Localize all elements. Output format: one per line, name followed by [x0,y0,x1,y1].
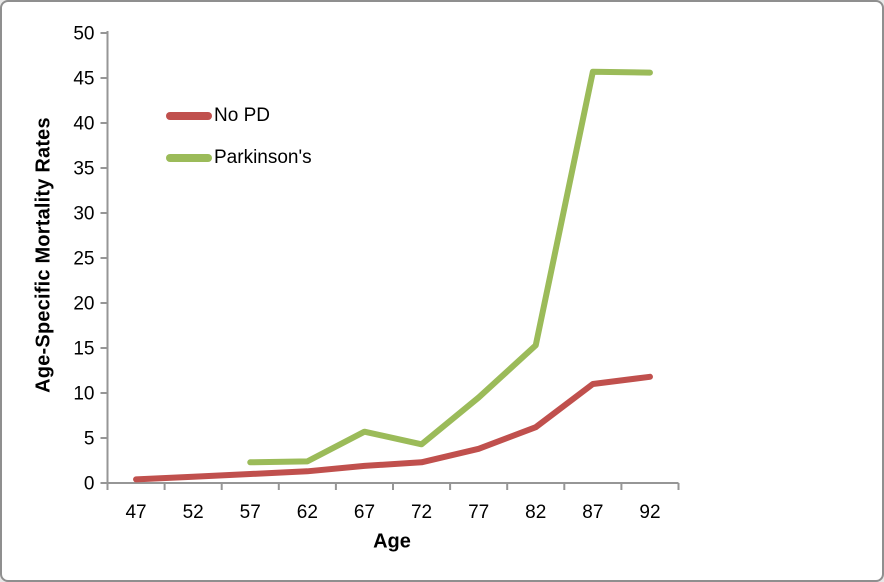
x-axis-title: Age [373,530,411,553]
series-line-parkinson-s [247,68,653,466]
x-tick-label: 52 [183,502,204,523]
y-tick-label: 5 [84,429,95,450]
legend: No PD Parkinson's [166,95,312,179]
x-tick-label: 77 [468,502,489,523]
legend-item-no-pd: No PD [166,95,312,137]
y-tick-label: 25 [73,249,94,270]
y-tick-label: 40 [73,114,94,135]
series-line-no-pd [133,373,653,483]
x-tick-label: 47 [125,502,146,523]
x-tick-label: 87 [582,502,603,523]
y-tick-label: 10 [73,384,94,405]
legend-swatch-parkinsons [166,154,212,162]
y-tick-label: 35 [73,159,94,180]
y-tick-label: 20 [73,294,94,315]
y-tick-label: 50 [73,24,94,45]
x-tick-label: 62 [297,502,318,523]
y-axis-title: Age-Specific Mortality Rates [32,117,55,393]
y-tick-label: 45 [73,69,94,90]
legend-swatch-no-pd [166,112,212,120]
x-tick-label: 57 [240,502,261,523]
x-tick-label: 67 [354,502,375,523]
x-tick-label: 92 [639,502,660,523]
x-tick-label: 72 [411,502,432,523]
legend-item-parkinsons: Parkinson's [166,137,312,179]
y-tick-label: 15 [73,339,94,360]
x-tick-label: 82 [525,502,546,523]
legend-label-parkinsons: Parkinson's [214,147,312,168]
y-tick-label: 30 [73,204,94,225]
legend-label-no-pd: No PD [214,105,270,126]
y-tick-label: 0 [84,474,95,495]
